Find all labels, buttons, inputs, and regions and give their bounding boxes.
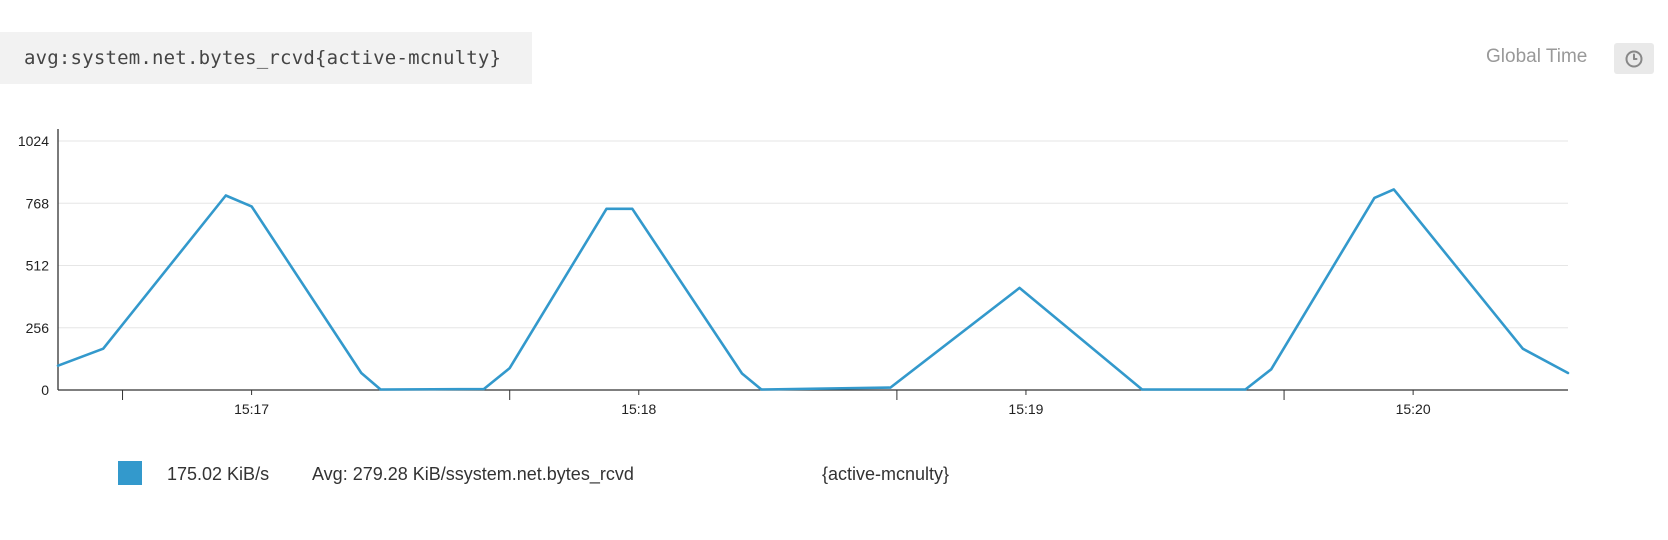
query-editor[interactable]: avg:system.net.bytes_rcvd{active-mcnulty… bbox=[0, 32, 532, 84]
query-text[interactable]: avg:system.net.bytes_rcvd{active-mcnulty… bbox=[24, 47, 502, 69]
legend-current-value: 175.02 KiB/s bbox=[167, 464, 270, 484]
y-tick-label: 0 bbox=[41, 382, 49, 398]
y-tick-label: 512 bbox=[26, 258, 50, 274]
legend-color-swatch bbox=[118, 461, 142, 485]
chart-svg: 0 256 512 768 1024 15:17 15:18 15:19 15:20 bbox=[18, 129, 1570, 417]
x-tick-label: 15:18 bbox=[621, 401, 656, 417]
series-line-bytes-rcvd bbox=[56, 188, 1570, 391]
x-tick-label: 15:19 bbox=[1008, 401, 1043, 417]
legend-avg-metric: Avg: 279.28 KiB/ssystem.net.bytes_rcvd bbox=[312, 464, 634, 484]
legend-tag: {active-mcnulty} bbox=[822, 464, 950, 484]
y-tick-label: 768 bbox=[26, 195, 50, 211]
legend: 175.02 KiB/s Avg: 279.28 KiB/ssystem.net… bbox=[0, 456, 1668, 492]
y-tick-label: 256 bbox=[26, 320, 50, 336]
global-time-button[interactable] bbox=[1614, 43, 1654, 74]
timeseries-chart: 0 256 512 768 1024 15:17 15:18 15:19 15:20 bbox=[0, 120, 1668, 430]
x-tick-label: 15:20 bbox=[1396, 401, 1431, 417]
global-time-label[interactable]: Global Time bbox=[1486, 46, 1588, 67]
y-tick-label: 1024 bbox=[18, 133, 49, 149]
x-tick-label: 15:17 bbox=[234, 401, 269, 417]
clock-icon bbox=[1625, 50, 1643, 67]
